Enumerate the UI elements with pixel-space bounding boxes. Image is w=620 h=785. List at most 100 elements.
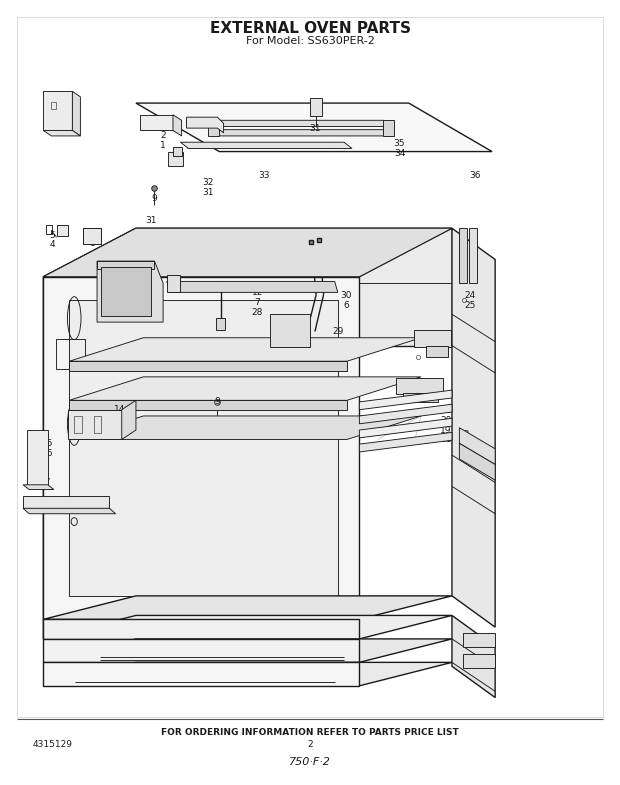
Bar xyxy=(463,654,495,668)
Polygon shape xyxy=(136,103,492,152)
Bar xyxy=(74,416,82,433)
Bar xyxy=(168,152,184,166)
Text: 2: 2 xyxy=(307,740,313,749)
Text: 8: 8 xyxy=(90,239,95,248)
Polygon shape xyxy=(69,400,347,410)
Polygon shape xyxy=(211,130,393,136)
Bar xyxy=(208,120,219,136)
Polygon shape xyxy=(23,508,115,513)
Text: 36: 36 xyxy=(470,170,481,180)
Text: 5
4: 5 4 xyxy=(49,231,55,250)
Polygon shape xyxy=(459,444,495,480)
Text: 3
10: 3 10 xyxy=(55,119,66,137)
Bar xyxy=(51,101,56,109)
Polygon shape xyxy=(452,228,495,627)
Bar xyxy=(173,147,182,156)
Text: 30
6: 30 6 xyxy=(340,291,352,309)
Text: 32
31: 32 31 xyxy=(202,178,214,197)
Polygon shape xyxy=(43,596,452,619)
Polygon shape xyxy=(459,428,495,465)
Polygon shape xyxy=(43,228,136,639)
Polygon shape xyxy=(180,142,352,148)
Polygon shape xyxy=(43,228,452,277)
Text: EXTERNAL OVEN PARTS: EXTERNAL OVEN PARTS xyxy=(210,21,410,36)
Bar xyxy=(310,98,322,115)
Polygon shape xyxy=(27,430,48,485)
Polygon shape xyxy=(43,130,81,136)
Polygon shape xyxy=(43,91,73,130)
Polygon shape xyxy=(43,639,360,663)
Text: 23
22: 23 22 xyxy=(459,430,470,449)
Polygon shape xyxy=(43,228,452,277)
Polygon shape xyxy=(69,338,421,361)
Polygon shape xyxy=(43,615,452,639)
Polygon shape xyxy=(23,496,109,508)
Bar xyxy=(94,416,102,433)
Text: For Model: SS630PER-2: For Model: SS630PER-2 xyxy=(246,35,374,46)
Text: 750·F·2: 750·F·2 xyxy=(289,757,331,767)
Text: 33: 33 xyxy=(258,170,270,180)
Text: 9: 9 xyxy=(151,194,157,203)
Polygon shape xyxy=(23,485,54,490)
Bar xyxy=(383,120,394,136)
Bar xyxy=(459,228,467,283)
Polygon shape xyxy=(97,261,154,269)
Bar xyxy=(463,633,495,647)
Text: 15
16: 15 16 xyxy=(42,440,53,458)
Polygon shape xyxy=(69,361,347,371)
Text: 31: 31 xyxy=(145,216,156,225)
Polygon shape xyxy=(43,619,360,639)
Bar xyxy=(102,268,151,316)
Bar xyxy=(216,318,226,330)
Text: 31: 31 xyxy=(309,123,321,133)
Bar xyxy=(469,228,477,283)
Bar xyxy=(83,228,102,244)
Text: FOR ORDERING INFORMATION REFER TO PARTS PRICE LIST: FOR ORDERING INFORMATION REFER TO PARTS … xyxy=(161,728,459,737)
Bar xyxy=(414,330,451,347)
Polygon shape xyxy=(69,416,421,440)
Polygon shape xyxy=(270,314,310,347)
Text: 35
34: 35 34 xyxy=(394,139,405,158)
Polygon shape xyxy=(43,663,452,686)
Bar xyxy=(17,17,603,717)
Text: 4315129: 4315129 xyxy=(32,740,73,749)
Text: 26
13: 26 13 xyxy=(439,339,450,358)
Text: 12
7
28: 12 7 28 xyxy=(252,288,264,316)
Text: 9: 9 xyxy=(215,397,220,407)
Text: 18
20
19
21: 18 20 19 21 xyxy=(440,407,451,444)
Polygon shape xyxy=(211,120,393,126)
Polygon shape xyxy=(187,117,224,133)
Polygon shape xyxy=(136,228,452,345)
Bar xyxy=(167,276,180,292)
Polygon shape xyxy=(360,418,452,438)
Text: 17: 17 xyxy=(40,478,51,487)
Polygon shape xyxy=(122,400,136,440)
Bar xyxy=(56,339,86,369)
Bar xyxy=(402,392,438,402)
Polygon shape xyxy=(73,91,81,136)
Bar xyxy=(426,346,448,357)
Text: 29: 29 xyxy=(332,327,343,336)
Bar xyxy=(57,225,68,236)
Polygon shape xyxy=(69,300,338,596)
Polygon shape xyxy=(140,115,173,130)
Polygon shape xyxy=(167,282,338,292)
Polygon shape xyxy=(452,615,495,698)
Polygon shape xyxy=(43,277,360,619)
Text: 27
13: 27 13 xyxy=(431,379,442,398)
Polygon shape xyxy=(68,410,122,440)
Text: 2
1: 2 1 xyxy=(160,131,166,150)
Text: 14: 14 xyxy=(114,405,126,414)
Polygon shape xyxy=(69,377,421,400)
Bar xyxy=(396,378,443,394)
Text: 11: 11 xyxy=(114,294,126,303)
Polygon shape xyxy=(83,228,102,244)
Polygon shape xyxy=(173,115,182,136)
Polygon shape xyxy=(43,639,452,663)
Polygon shape xyxy=(360,390,452,410)
Polygon shape xyxy=(360,404,452,424)
Text: 24
25: 24 25 xyxy=(465,291,476,309)
Polygon shape xyxy=(360,433,452,452)
Polygon shape xyxy=(97,261,163,322)
Polygon shape xyxy=(43,663,360,686)
